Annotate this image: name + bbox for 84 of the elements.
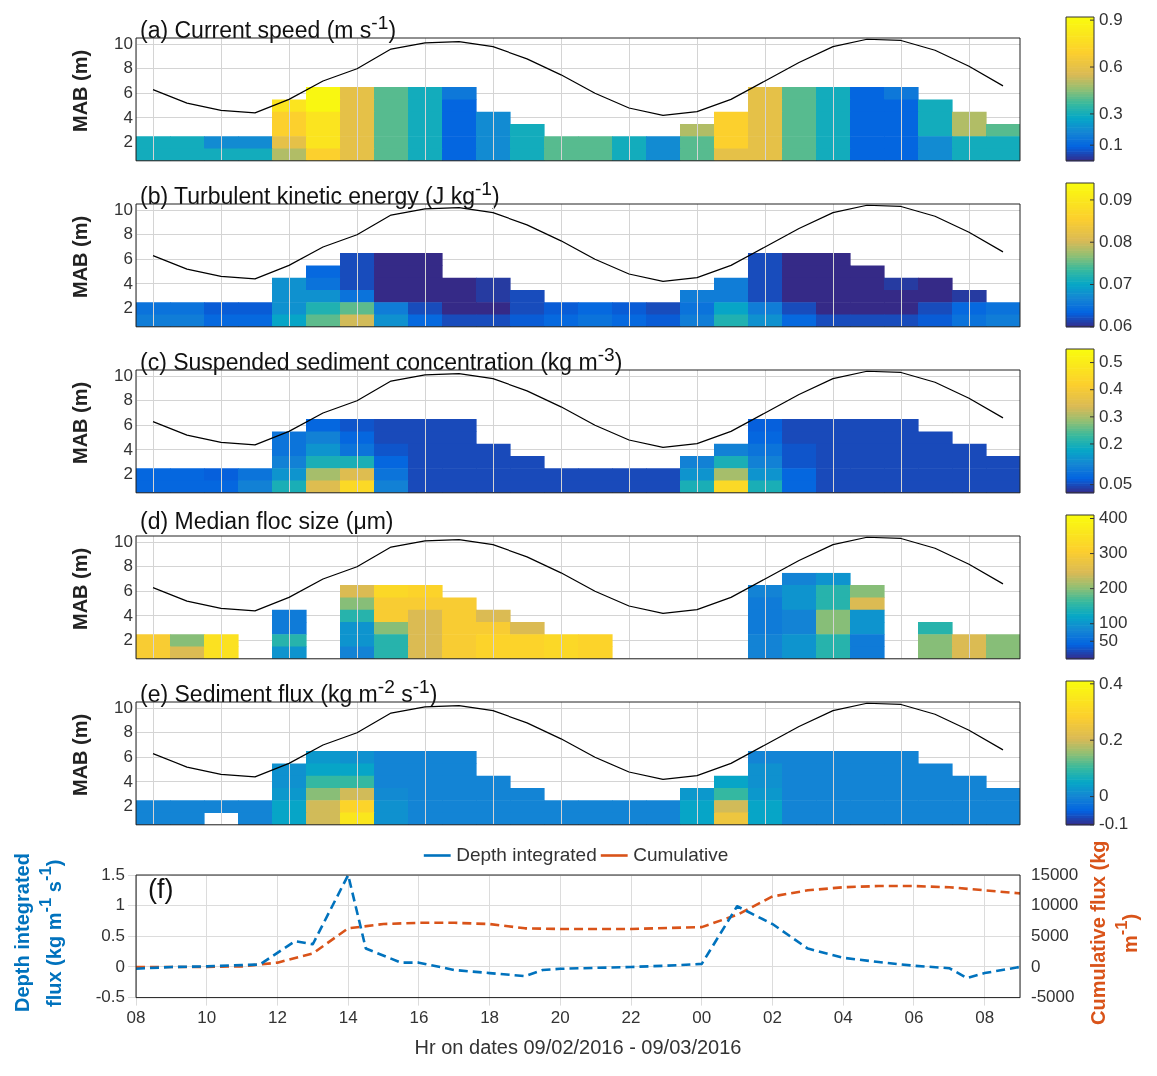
color-bar-label: 0.05 [1099, 474, 1133, 494]
y-axis-title: MAB (m) [68, 380, 92, 467]
y-tick-label: 4 [123, 107, 133, 127]
y2-tick-label: 15000 [1031, 864, 1079, 884]
y-tick-label: 10 [114, 33, 133, 53]
x-tick-label: 10 [197, 1008, 217, 1028]
y-tick-label: 4 [123, 273, 133, 293]
y-tick-label: 4 [123, 439, 133, 459]
chart-title: (c) Suspended sediment concentration (kg m$^{-3}$) [140, 343, 623, 375]
y-tick-label: 10 [114, 531, 133, 551]
y-tick-label: 8 [123, 390, 133, 410]
color-bar-label: 100 [1099, 613, 1128, 633]
color-bar-label: -0.1 [1099, 814, 1129, 834]
y-tick-label: 4 [123, 605, 133, 625]
y-tick-label: 6 [123, 414, 133, 434]
y-tick-label: 1 [115, 895, 125, 915]
y-tick-label: 8 [123, 58, 133, 78]
y-tick-label: 2 [123, 132, 133, 152]
color-bar-label: 0.2 [1099, 433, 1123, 453]
color-bar-label: 0.6 [1099, 56, 1123, 76]
color-bar-label: 400 [1099, 508, 1128, 528]
y-tick-label: 2 [123, 298, 133, 318]
y-axis-title: MAB (m) [68, 48, 92, 135]
y-tick-label: 8 [123, 722, 133, 742]
x-tick-label: 18 [480, 1008, 500, 1028]
y2-tick-label: 0 [1031, 956, 1041, 976]
chart-title: (e) Sediment flux (kg m$^{-2}$ s$^{-1}$) [140, 675, 438, 707]
color-bar-label: 300 [1099, 543, 1128, 563]
color-bar-label: 0.2 [1099, 729, 1123, 749]
y-tick-label: 6 [123, 248, 133, 268]
y-tick-label: 0.5 [101, 925, 125, 945]
y-tick-label: 10 [114, 365, 133, 385]
color-bar-label: 0.4 [1099, 673, 1123, 693]
y2-tick-label: -5000 [1031, 987, 1075, 1007]
y-tick-label: 1.5 [101, 864, 125, 884]
y-tick-label: 2 [123, 796, 133, 816]
y-axis-title: MAB (m) [68, 214, 92, 301]
color-bar-label: 0.3 [1099, 406, 1123, 426]
y-tick-label: 4 [123, 771, 133, 791]
color-bar-label: 0.5 [1099, 352, 1123, 372]
color-bar-label: 0.09 [1099, 189, 1133, 209]
chart-title: (d) Median floc size (μm) [140, 508, 394, 534]
y-tick-label: 6 [123, 746, 133, 766]
color-bar-label: 0.1 [1099, 134, 1123, 154]
y-tick-label: 6 [123, 82, 133, 102]
color-bar-label: 50 [1099, 630, 1118, 650]
y-tick-label: 8 [123, 556, 133, 576]
color-bar-label: 0.9 [1099, 9, 1123, 29]
color-bar-label: 200 [1099, 578, 1128, 598]
y2-tick-label: 10000 [1031, 895, 1079, 915]
y-tick-label: 10 [114, 199, 133, 219]
y-axis-title: MAB (m) [68, 546, 92, 633]
color-bar-label: 0.06 [1099, 316, 1133, 336]
color-bar-label: 0.08 [1099, 231, 1133, 251]
x-tick-label: 20 [550, 1008, 570, 1028]
y-tick-label: 2 [123, 630, 133, 650]
legend-label: Depth integrated [456, 843, 597, 865]
x-tick-label: 12 [267, 1008, 287, 1028]
color-bar-label: 0.3 [1099, 103, 1123, 123]
x-tick-label: 22 [621, 1008, 641, 1028]
x-tick-label: 08 [126, 1008, 146, 1028]
y-tick-label: 6 [123, 580, 133, 600]
y-tick-label: -0.5 [95, 987, 125, 1007]
x-tick-label: 16 [409, 1008, 429, 1028]
color-bar-label: 0.07 [1099, 274, 1133, 294]
chart-title: (b) Turbulent kinetic energy (J kg$^{-1}$) [140, 177, 500, 209]
x-axis-title: Hr on dates 09/02/2016 - 09/03/2016 [414, 1035, 742, 1058]
x-tick-label: 02 [763, 1008, 782, 1028]
y-tick-label: 0 [115, 956, 125, 976]
chart-title: (f) [148, 874, 174, 904]
y-tick-label: 8 [123, 224, 133, 244]
color-bar-label: 0.4 [1099, 379, 1123, 399]
color-bar-label: 0 [1099, 786, 1109, 806]
y-tick-label: 2 [123, 464, 133, 484]
legend-label: Cumulative [633, 843, 729, 865]
y-tick-label: 10 [114, 697, 133, 717]
x-tick-label: 08 [975, 1008, 995, 1028]
x-tick-label: 00 [692, 1008, 712, 1028]
chart-title: (a) Current speed (m s$^{-1}$) [140, 11, 397, 43]
x-tick-label: 04 [833, 1008, 853, 1028]
x-tick-label: 06 [904, 1008, 924, 1028]
y-axis-title: MAB (m) [68, 712, 92, 799]
y2-tick-label: 5000 [1031, 925, 1069, 945]
x-tick-label: 14 [338, 1008, 358, 1028]
